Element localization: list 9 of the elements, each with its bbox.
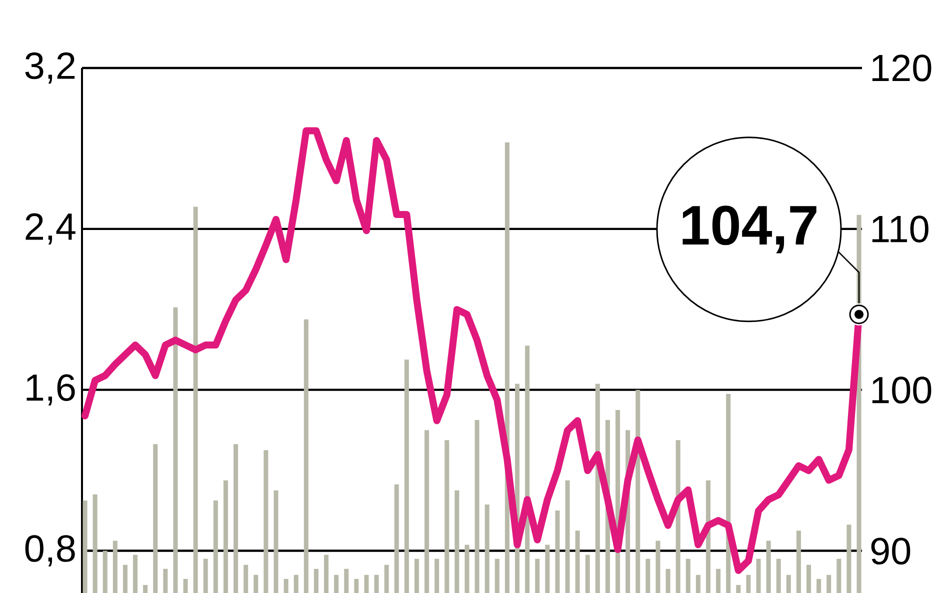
- y-tick-label: 1,6: [26, 374, 75, 406]
- y2-tick-label: 110: [872, 216, 928, 242]
- y-tick-label: 0,8: [25, 535, 75, 566]
- y2-tick-label: 90: [871, 538, 910, 565]
- y2-tick-label: 120: [872, 54, 932, 82]
- y-tick-label: 3,2: [25, 52, 75, 84]
- y2-tick-label: 100: [872, 376, 932, 404]
- annotation: 104,7: [682, 206, 816, 254]
- y-tick-label: 2,4: [26, 213, 76, 245]
